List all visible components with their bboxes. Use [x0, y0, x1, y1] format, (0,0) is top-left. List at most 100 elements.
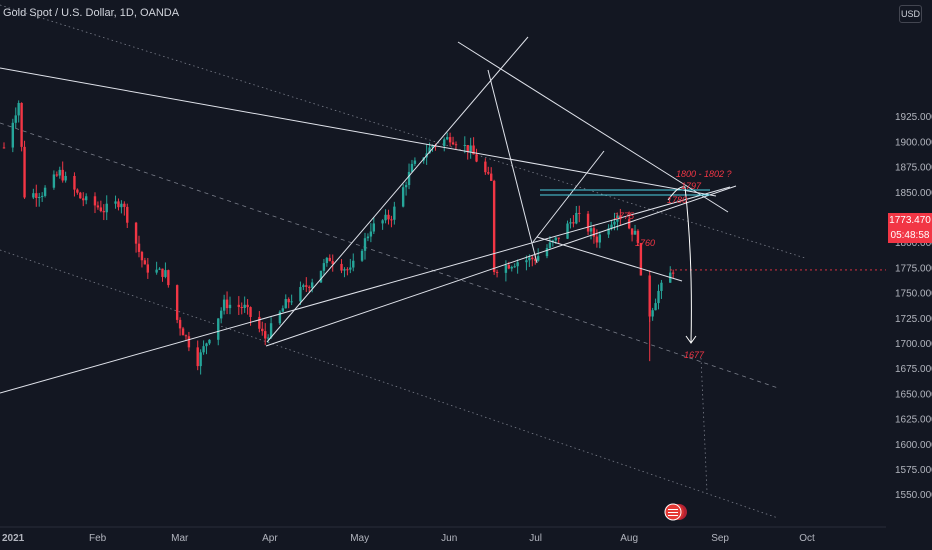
candle-body — [287, 299, 290, 303]
candle-body — [475, 154, 478, 162]
trendline-descending-major[interactable] — [0, 67, 717, 197]
candle-body — [222, 299, 226, 311]
candle-body — [660, 282, 663, 291]
candle-body — [305, 285, 308, 287]
trendline-ascending-short[interactable] — [265, 185, 737, 347]
candle-body — [575, 212, 578, 224]
candle-body — [246, 304, 249, 308]
trendline-ascending-long[interactable] — [0, 186, 731, 394]
flag-icon[interactable] — [664, 503, 694, 521]
candle-body — [299, 286, 302, 302]
price-tick-label: 1775.000 — [895, 263, 932, 274]
trendline-spring-rise[interactable] — [266, 36, 529, 343]
trendline-june-drop[interactable] — [487, 69, 538, 264]
candle-body — [671, 272, 675, 274]
candle-body — [636, 230, 640, 244]
candle-body — [545, 247, 549, 257]
candle-body — [105, 203, 108, 213]
price-tick-label: 1650.000 — [895, 389, 932, 400]
candle-body — [79, 192, 82, 199]
candle-body — [346, 269, 349, 271]
trendline-july-rise[interactable] — [532, 150, 605, 243]
candle-body — [607, 228, 610, 235]
price-tick-label: 1700.000 — [895, 339, 932, 350]
channel-line-upper[interactable] — [0, 4, 806, 259]
trendline-august-wedge[interactable] — [536, 236, 683, 282]
price-tick-label: 1800.000 — [895, 238, 932, 249]
candle-body — [155, 269, 158, 273]
candle-body — [451, 142, 455, 145]
time-tick-label: 2021 — [2, 533, 25, 544]
candle-body — [484, 161, 487, 173]
candle-body — [349, 267, 352, 270]
candle-body — [360, 250, 364, 261]
candle-body — [120, 203, 123, 208]
candle-body — [64, 175, 67, 181]
candle-body — [11, 122, 15, 148]
candle-body — [340, 263, 343, 271]
candle-body — [428, 147, 431, 154]
candle-body — [217, 318, 220, 340]
resistance-zone[interactable] — [540, 189, 710, 196]
currency-selector[interactable]: USD — [899, 5, 922, 23]
candle-body — [181, 328, 185, 336]
candle-body — [20, 102, 23, 147]
candle-body — [507, 265, 511, 269]
candle-body — [654, 303, 657, 311]
annotation-1780: 1780 — [667, 195, 687, 205]
candle-body — [536, 256, 540, 261]
channel-line-middle[interactable] — [0, 122, 779, 389]
candle-body — [528, 257, 531, 261]
candle-body — [32, 193, 35, 198]
projection-arrow[interactable] — [667, 186, 692, 344]
candle-body — [308, 286, 311, 288]
candle-body — [431, 145, 434, 148]
candle-body — [328, 257, 331, 262]
candle-body — [627, 219, 631, 229]
candle-body — [93, 196, 97, 206]
trendline-june-top[interactable] — [457, 41, 729, 213]
candle-body — [352, 260, 355, 268]
candle-body — [381, 220, 384, 224]
candle-body — [123, 203, 126, 207]
candle-body — [469, 145, 472, 152]
candle-body — [407, 171, 411, 186]
candle-body — [331, 261, 334, 264]
candle-body — [557, 237, 560, 239]
candle-body — [613, 221, 616, 225]
candle-body — [269, 323, 273, 338]
time-tick-label: Jun — [441, 533, 457, 544]
price-tick-label: 1750.000 — [895, 289, 932, 300]
candle-body — [343, 269, 346, 271]
candle-body — [237, 304, 240, 307]
candle-body — [592, 228, 596, 237]
candle-body — [534, 259, 537, 261]
candle-body — [178, 319, 182, 329]
price-tick-label: 1850.000 — [895, 188, 932, 199]
candle-body — [531, 257, 534, 260]
candle-body — [630, 228, 634, 235]
time-tick-label: Apr — [262, 533, 278, 544]
candle-body — [61, 169, 64, 181]
price-axis[interactable]: 1550.000 1575.000 1600.000 1625.000 1650.000… — [895, 112, 932, 501]
candle-body — [117, 201, 120, 208]
candle-body — [199, 352, 202, 367]
candle-body — [554, 237, 557, 241]
candle-body — [134, 222, 138, 244]
candle-body — [126, 206, 129, 223]
candle-body — [443, 139, 446, 147]
candle-body — [372, 223, 376, 232]
candle-body — [161, 268, 164, 277]
candle-body — [58, 169, 61, 176]
candle-body — [82, 198, 85, 201]
candle-body — [137, 243, 141, 252]
time-tick-label: Sep — [711, 533, 729, 544]
annotation-1800-1802: 1800 - 1802 ? — [676, 169, 732, 179]
time-axis[interactable]: 2021 Feb Mar Apr May Jun Jul Aug Sep Oct — [2, 533, 815, 544]
candle-body — [284, 299, 287, 309]
candle-body — [187, 336, 191, 348]
time-tick-label: Aug — [620, 533, 638, 544]
candle-body — [510, 266, 513, 269]
